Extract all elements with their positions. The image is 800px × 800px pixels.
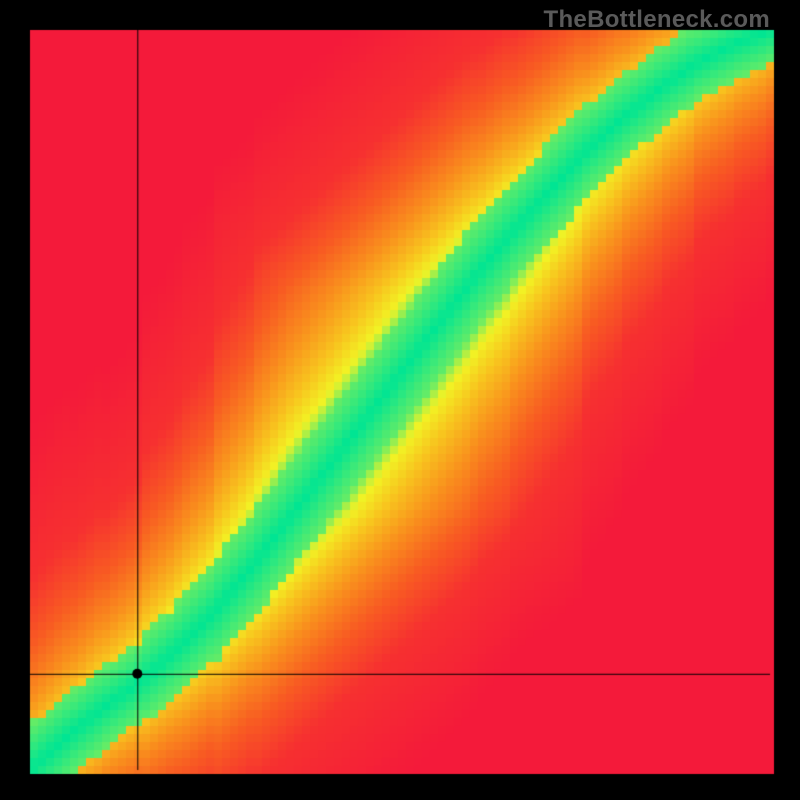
bottleneck-heatmap [0, 0, 800, 800]
watermark-text: TheBottleneck.com [544, 6, 770, 34]
chart-container: TheBottleneck.com [0, 0, 800, 800]
